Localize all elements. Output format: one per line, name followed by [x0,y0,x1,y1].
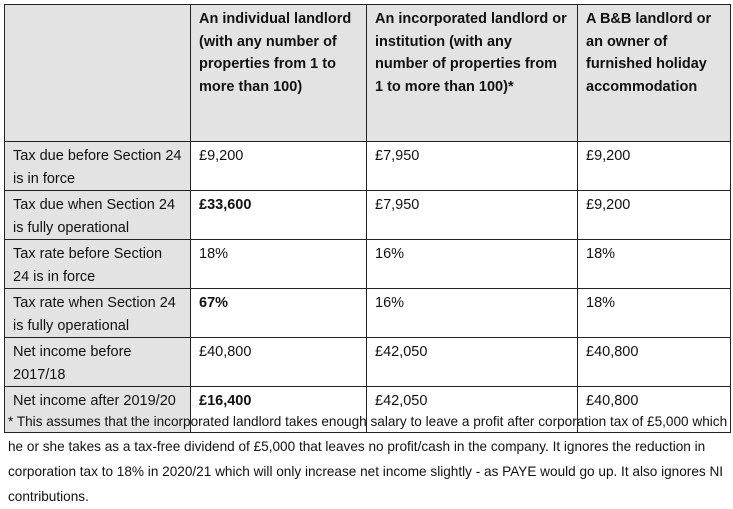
row-label: Net income before 2017/18 [4,337,191,387]
row-label: Tax rate before Section 24 is in force [4,239,191,289]
table-row: Tax rate before Section 24 is in force 18… [4,239,731,289]
table-cell: £9,200 [577,141,731,191]
table-cell: £42,050 [366,337,578,387]
table-cell: £16,400 [190,386,367,433]
table-cell: 18% [577,239,731,289]
comparison-table: An individual landlord (with any number … [4,4,731,433]
header-incorporated-landlord: An incorporated landlord or institution … [366,4,578,142]
table-cell: £42,050 [366,386,578,433]
table-cell: £9,200 [190,141,367,191]
row-label: Tax rate when Section 24 is fully operat… [4,288,191,338]
table-row: Tax due before Section 24 is in force £9,… [4,141,731,191]
table-cell: £40,800 [577,337,731,387]
table-cell: £33,600 [190,190,367,240]
table-cell: 18% [190,239,367,289]
table-cell: 16% [366,288,578,338]
table-cell: £40,800 [577,386,731,433]
header-individual-landlord: An individual landlord (with any number … [190,4,367,142]
row-label: Net income after 2019/20 [4,386,191,433]
footnote: * This assumes that the incorporated lan… [8,414,728,504]
table-cell: £40,800 [190,337,367,387]
table-row: Tax rate when Section 24 is fully operat… [4,288,731,338]
table-cell: £9,200 [577,190,731,240]
table-cell: 16% [366,239,578,289]
table-cell: 67% [190,288,367,338]
table-cell: 18% [577,288,731,338]
header-bnb-landlord: A B&B landlord or an owner of furnished … [577,4,731,142]
row-label: Tax due when Section 24 is fully operati… [4,190,191,240]
table-cell: £7,950 [366,141,578,191]
row-label: Tax due before Section 24 is in force [4,141,191,191]
table-row: Net income before 2017/18 £40,800 £42,050 £… [4,337,731,387]
header-row: An individual landlord (with any number … [4,4,731,142]
table-row: Tax due when Section 24 is fully operati… [4,190,731,240]
table-cell: £7,950 [366,190,578,240]
header-cell-empty [4,4,191,142]
table-row: Net income after 2019/20 £16,400 £42,050 £4… [4,386,731,433]
